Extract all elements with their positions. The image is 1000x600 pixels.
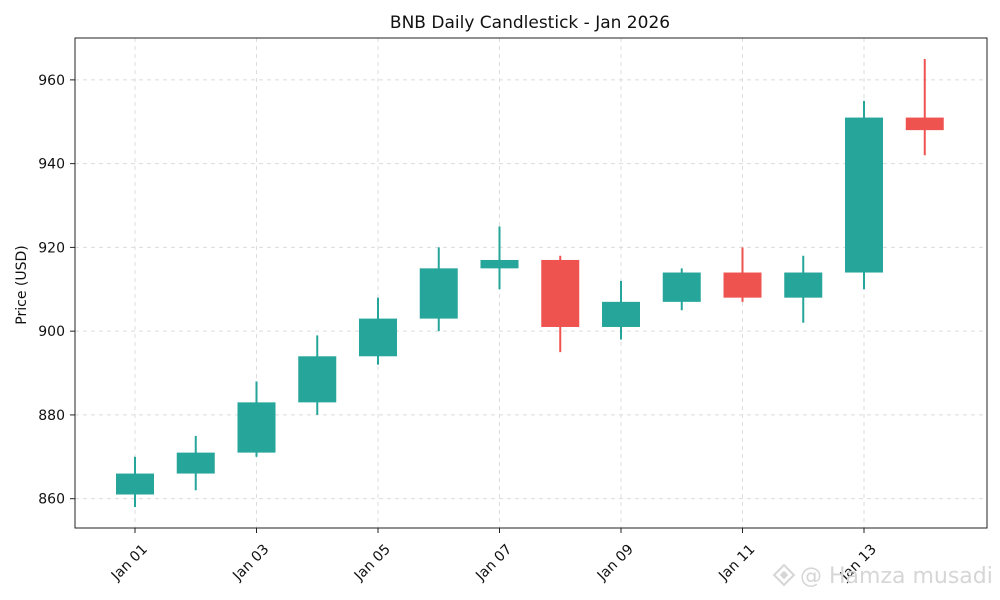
candle-body (359, 318, 397, 357)
x-tick-label: Jan 05 (351, 542, 394, 585)
y-tick-label: 920 (38, 240, 65, 256)
y-axis-label: Price (USD) (14, 245, 30, 324)
watermark-text: @ Hamza musadi (800, 564, 993, 589)
candle-body (905, 117, 944, 131)
x-tick-label: Jan 11 (715, 542, 758, 585)
candle-body (298, 356, 337, 403)
y-tick-label: 880 (38, 408, 65, 424)
x-tick-label: Jan 03 (229, 542, 272, 585)
candle-jan-13 (845, 100, 883, 290)
x-tick-label: Jan 09 (594, 542, 637, 585)
candle-jan-10 (662, 268, 701, 311)
y-tick-label: 900 (38, 324, 65, 340)
candle-body (662, 272, 701, 302)
watermark: @ Hamza musadi (772, 563, 993, 589)
candle-jan-05 (359, 297, 397, 365)
axis-layer: 860 880 900 920 940 960 Jan 01 Jan 03 Jan 05 Jan … (38, 73, 880, 585)
candle-jan-03 (237, 381, 276, 457)
candle-layer (116, 58, 944, 508)
candle-jan-06 (419, 247, 458, 332)
y-tick-label: 860 (38, 492, 65, 508)
x-tick-label: Jan 07 (472, 542, 515, 585)
y-tick-label: 940 (38, 157, 65, 173)
candle-jan-08 (541, 255, 580, 353)
plot-frame (74, 37, 988, 529)
candle-body (116, 473, 154, 495)
candle-body (176, 452, 215, 474)
candle-jan-07 (480, 226, 519, 290)
candle-jan-04 (298, 335, 337, 415)
candle-jan-14 (905, 58, 944, 156)
candle-body (419, 268, 458, 319)
candle-body (723, 272, 762, 298)
candle-body (845, 117, 883, 273)
candle-jan-12 (784, 255, 823, 323)
candle-jan-02 (176, 435, 215, 491)
chart-title: BNB Daily Candlestick - Jan 2026 (390, 13, 670, 33)
candle-jan-01 (116, 456, 154, 508)
x-tick-label: Jan 01 (108, 542, 151, 585)
candle-jan-09 (602, 280, 640, 340)
candle-body (541, 259, 580, 327)
candle-body (237, 402, 276, 453)
candle-body (480, 259, 519, 269)
candle-body (784, 272, 823, 298)
candle-jan-11 (723, 247, 762, 302)
watermark-logo-icon (772, 563, 796, 587)
y-tick-label: 960 (38, 73, 65, 89)
candle-body (602, 301, 640, 327)
